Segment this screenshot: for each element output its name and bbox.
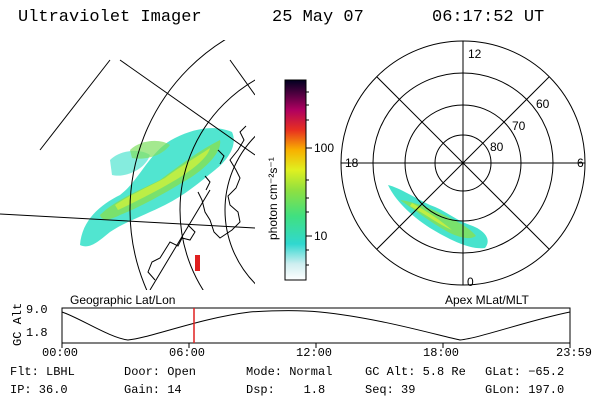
xtick-2359: 23:59 [556,346,593,360]
status-filter: Flt: LBHL [10,365,75,379]
geo-panel-label: Geographic Lat/Lon [70,293,176,307]
mlat-label-80: 80 [490,140,504,154]
mlat-label-60: 60 [536,97,550,111]
colorbar-tick-100: 100 [314,141,335,155]
status-seq: Seq: 39 [365,383,416,397]
polar-grid [340,40,586,286]
status-mode: Mode: Normal [246,365,333,379]
xtick-1200: 12:00 [296,346,333,360]
status-glat: GLat: −65.2 [485,365,565,379]
polar-aurora-emission [388,185,488,249]
colorbar [284,79,307,281]
status-ip: IP: 36.0 [10,383,68,397]
mlt-label-12: 12 [468,47,482,61]
altitude-ylabel: GC Alt [11,302,25,346]
colorbar-tick-10: 10 [314,229,328,243]
status-gain: Gain: 14 [124,383,182,397]
status-door: Door: Open [124,365,197,379]
status-dsp: Dsp: 1.8 [246,383,326,397]
polar-panel-label: Apex MLat/MLT [445,293,529,307]
status-glon: GLon: 197.0 [485,383,565,397]
xtick-0000: 00:00 [42,346,79,360]
polar-plot [340,40,586,286]
mlt-label-18: 18 [345,156,359,170]
geo-position-marker [195,255,200,271]
geo-aurora-emission [80,128,234,247]
date-label: 25 May 07 [272,8,364,27]
colorbar-ticks [306,91,312,266]
status-gc-alt: GC Alt: 5.8 Re [365,365,466,379]
colorbar-unit-label: photon cm⁻²s⁻¹ [266,157,280,240]
mlt-label-0: 0 [467,275,474,289]
geo-grid [0,40,255,290]
mlat-label-70: 70 [512,119,526,133]
xtick-0600: 06:00 [169,346,206,360]
mlt-label-6: 6 [577,156,584,170]
xtick-1800: 18:00 [423,346,460,360]
altitude-ytick-high: 9.0 [26,303,48,317]
altitude-track-plot [61,307,571,348]
instrument-title: Ultraviolet Imager [18,8,202,27]
geo-coastlines [147,125,247,281]
time-label: 06:17:52 UT [432,8,545,27]
altitude-ytick-low: 1.8 [26,326,48,340]
